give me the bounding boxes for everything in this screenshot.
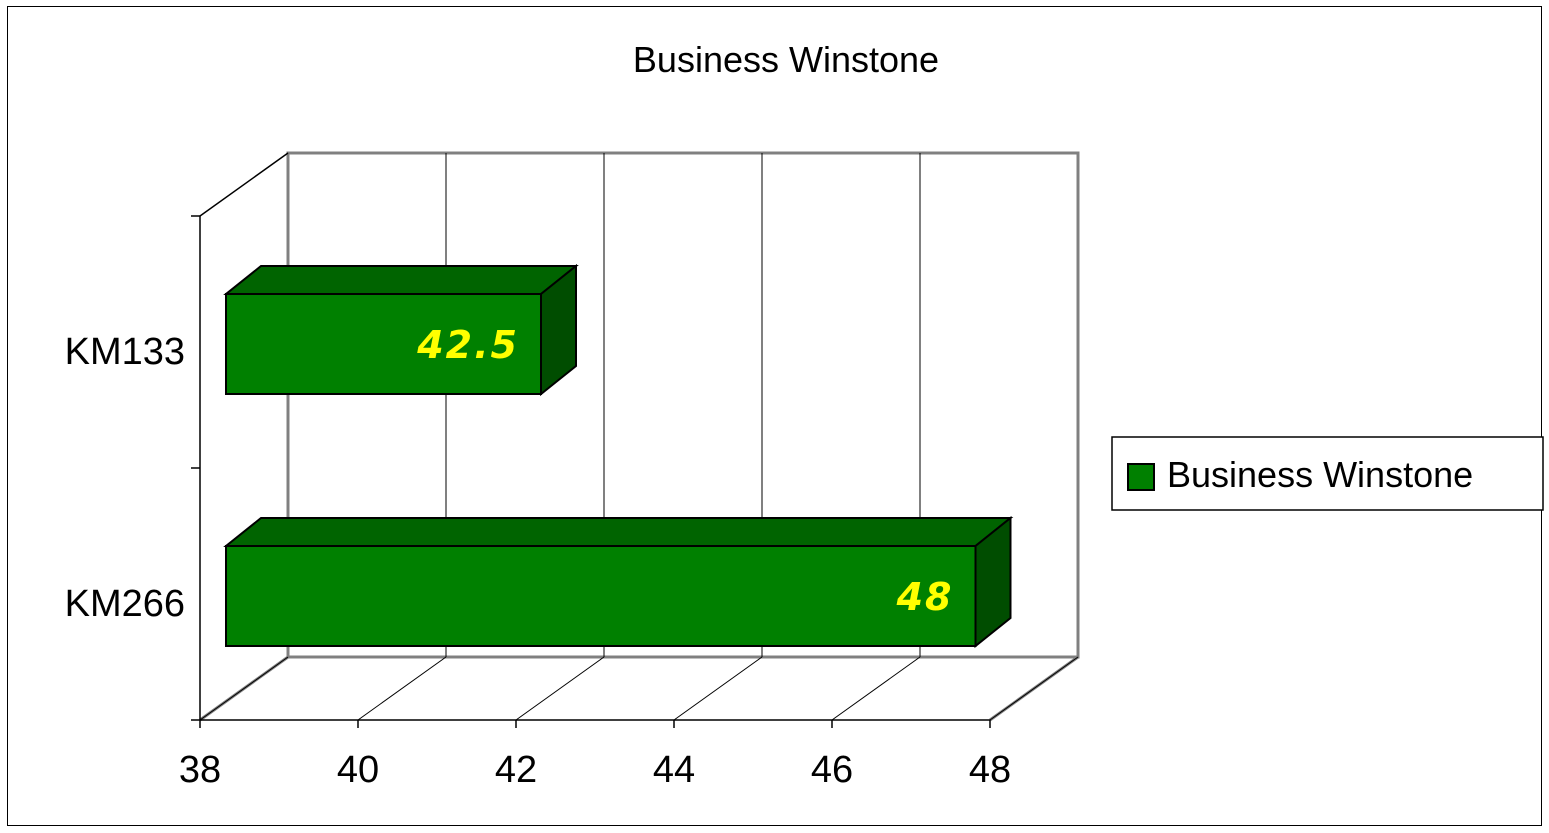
left-wall-top-edge bbox=[199, 152, 289, 217]
bar-km266 bbox=[223, 515, 1014, 649]
floor-gridline bbox=[831, 656, 921, 721]
bar-front-face bbox=[225, 545, 977, 647]
data-label: 48 bbox=[896, 575, 954, 619]
category-labels: KM133 KM266 bbox=[65, 331, 185, 625]
x-tick-label: 44 bbox=[653, 749, 695, 791]
chart-title: Business Winstone bbox=[633, 39, 939, 80]
floor-gridline bbox=[515, 656, 605, 721]
floor-gridline bbox=[989, 656, 1079, 721]
x-tick-label: 42 bbox=[495, 749, 537, 791]
legend-box bbox=[1111, 436, 1544, 511]
legend-swatch bbox=[1127, 463, 1155, 491]
legend-label: Business Winstone bbox=[1167, 454, 1473, 495]
bar-top-face bbox=[223, 517, 1014, 547]
axes bbox=[191, 215, 991, 728]
legend: Business Winstone bbox=[1111, 436, 1544, 511]
x-tick-label: 48 bbox=[969, 749, 1011, 791]
floor-gridline bbox=[357, 656, 447, 721]
x-tick-labels: 38 40 42 44 46 48 bbox=[179, 749, 1011, 791]
x-tick-label: 40 bbox=[337, 749, 379, 791]
category-label: KM133 bbox=[65, 331, 185, 373]
x-tick-label: 46 bbox=[811, 749, 853, 791]
bar-top-face bbox=[223, 265, 579, 295]
floor-gridline bbox=[673, 656, 763, 721]
x-tick-label: 38 bbox=[179, 749, 221, 791]
bars bbox=[223, 263, 1014, 649]
bar-front-face bbox=[225, 293, 542, 395]
data-label: 42.5 bbox=[416, 323, 519, 367]
floor-gridline bbox=[199, 656, 289, 721]
category-label: KM266 bbox=[65, 583, 185, 625]
data-labels: 42.5 48 bbox=[416, 323, 954, 619]
bar-km133 bbox=[223, 263, 579, 397]
